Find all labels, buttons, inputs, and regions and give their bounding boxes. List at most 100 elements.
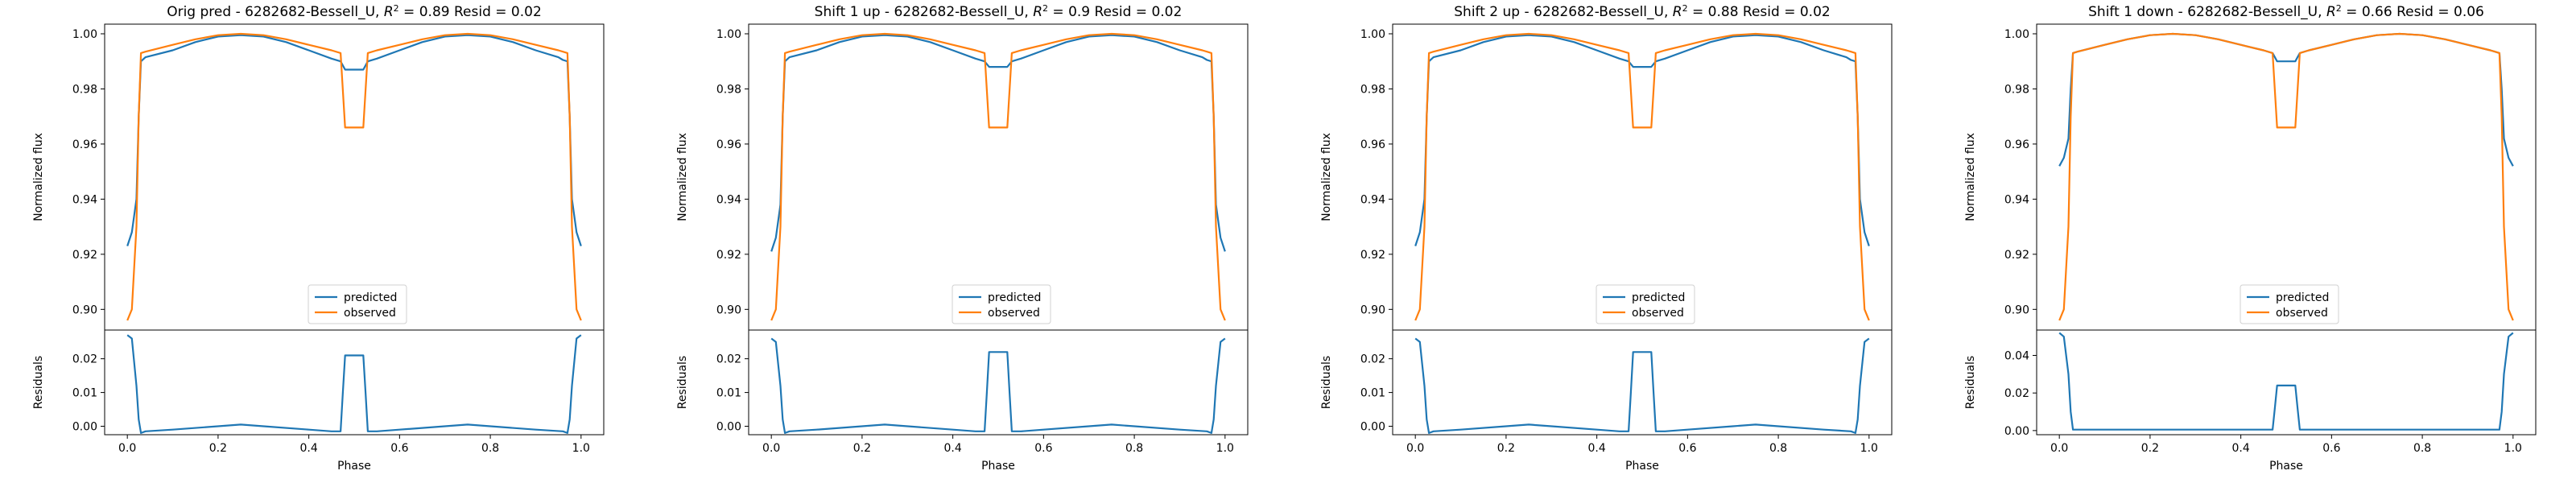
legend-label-observed: observed [1632,307,1684,320]
residual-ytick-label: 0.02 [72,353,97,366]
main-ylabel: Normalized flux [1320,133,1333,221]
title-prefix: Shift 2 up - 6282682-Bessell_U, [1454,4,1673,20]
main-ytick-label: 0.90 [72,303,97,316]
legend-box [1596,284,1695,324]
residual-xtick-label: 0.4 [1588,442,1606,455]
main-ytick-label: 0.94 [1360,193,1385,206]
legend: predicted observed [2240,284,2339,324]
legend: predicted observed [1596,284,1695,324]
title-r2-eq: = [1048,4,1068,20]
residual-ytick-label: 0.00 [716,421,741,434]
title-r2-symbol: R [384,4,394,20]
panel-2: Shift 1 up - 6282682-Bessell_U, R2 = 0.9… [676,3,1249,473]
main-ytick-label: 1.00 [716,28,741,41]
residual-xtick-label: 0.2 [853,442,871,455]
residual-xtick-label: 0.6 [2322,442,2340,455]
panel-title: Shift 1 up - 6282682-Bessell_U, R2 = 0.9… [815,3,1183,21]
title-resid-value: 0.02 [1800,4,1831,20]
legend-label-predicted: predicted [2276,291,2329,304]
residual-axes-frame [2036,329,2537,436]
main-axes-frame [748,23,1249,331]
main-ytick-label: 0.96 [72,138,97,151]
main-ytick-label: 0.92 [2004,249,2029,262]
title-r2-eq: = [399,4,419,20]
title-r2-symbol: R [1673,4,1682,20]
main-ytick-label: 0.98 [1360,83,1385,96]
legend-box [952,284,1051,324]
main-ytick-label: 0.98 [2004,83,2029,96]
title-r2-symbol: R [2326,4,2336,20]
main-ytick-label: 0.92 [72,249,97,262]
series-line-observed [126,32,582,321]
residual-ylabel: Residuals [1320,356,1333,409]
title-resid-value: 0.06 [2454,4,2484,20]
residual-line [770,337,1226,435]
residual-xtick-label: 0.8 [2413,442,2431,455]
main-ylabel: Normalized flux [32,133,45,221]
residual-line [1414,337,1870,435]
main-ytick-label: 0.90 [2004,303,2029,316]
title-r2-exponent: 2 [394,3,399,14]
residual-xtick-label: 0.0 [2050,442,2068,455]
main-ytick-label: 0.94 [72,193,97,206]
title-resid-value: 0.02 [1151,4,1182,20]
panel-title: Shift 2 up - 6282682-Bessell_U, R2 = 0.8… [1454,3,1830,21]
residual-xtick-label: 1.0 [1860,442,1878,455]
residual-line [126,334,582,435]
residual-xtick-label: 0.8 [481,442,499,455]
residual-ytick-label: 0.00 [2004,425,2029,438]
residual-axes-frame [1392,329,1893,436]
residual-ytick-label: 0.02 [716,353,741,366]
title-r2-exponent: 2 [2336,3,2342,14]
residual-ytick-label: 0.01 [716,387,741,400]
legend-label-observed: observed [344,307,396,320]
legend: predicted observed [952,284,1051,324]
title-resid-label: Resid = [1090,4,1151,20]
main-ytick-label: 0.94 [716,193,741,206]
series-line-predicted [770,34,1226,252]
panel-4: Shift 1 down - 6282682-Bessell_U, R2 = 0… [1964,3,2537,473]
series-line-predicted [1414,34,1870,246]
legend: predicted observed [308,284,407,324]
title-prefix: Orig pred - 6282682-Bessell_U, [167,4,384,20]
residual-xtick-label: 0.4 [300,442,318,455]
main-axes-frame [2036,23,2537,331]
main-ytick-label: 0.96 [2004,138,2029,151]
residual-ylabel: Residuals [32,356,45,409]
residual-xtick-label: 1.0 [572,442,590,455]
residual-xtick-label: 0.4 [944,442,962,455]
residual-xtick-label: 0.0 [1406,442,1424,455]
residual-xlabel: Phase [1625,460,1659,473]
residual-xlabel: Phase [981,460,1015,473]
title-resid-value: 0.02 [511,4,542,20]
main-ytick-label: 0.96 [1360,138,1385,151]
main-axes-frame [1392,23,1893,331]
title-r2-eq: = [1688,4,1708,20]
panel-title: Shift 1 down - 6282682-Bessell_U, R2 = 0… [2088,3,2484,21]
residual-axes-frame [104,329,605,436]
title-r2-exponent: 2 [1682,3,1688,14]
series-line-predicted [126,34,582,246]
title-resid-label: Resid = [450,4,511,20]
main-ytick-label: 1.00 [1360,28,1385,41]
residual-xtick-label: 0.0 [762,442,780,455]
residual-xtick-label: 0.8 [1125,442,1143,455]
residual-ytick-label: 0.00 [1360,421,1385,434]
residual-xtick-label: 0.2 [2141,442,2159,455]
title-resid-label: Resid = [1739,4,1800,20]
legend-box [308,284,407,324]
title-prefix: Shift 1 down - 6282682-Bessell_U, [2088,4,2326,20]
title-r2-value: 0.89 [419,4,450,20]
main-ytick-label: 1.00 [72,28,97,41]
legend-label-predicted: predicted [344,291,397,304]
residual-xtick-label: 0.2 [1497,442,1515,455]
main-ytick-label: 0.98 [716,83,741,96]
legend-label-predicted: predicted [988,291,1041,304]
residual-xtick-label: 0.2 [209,442,227,455]
residual-xlabel: Phase [337,460,371,473]
residual-ytick-label: 0.01 [1360,387,1385,400]
title-r2-value: 0.9 [1068,4,1090,20]
residual-xtick-label: 1.0 [1216,442,1234,455]
residual-xtick-label: 1.0 [2504,442,2522,455]
main-ytick-label: 0.96 [716,138,741,151]
